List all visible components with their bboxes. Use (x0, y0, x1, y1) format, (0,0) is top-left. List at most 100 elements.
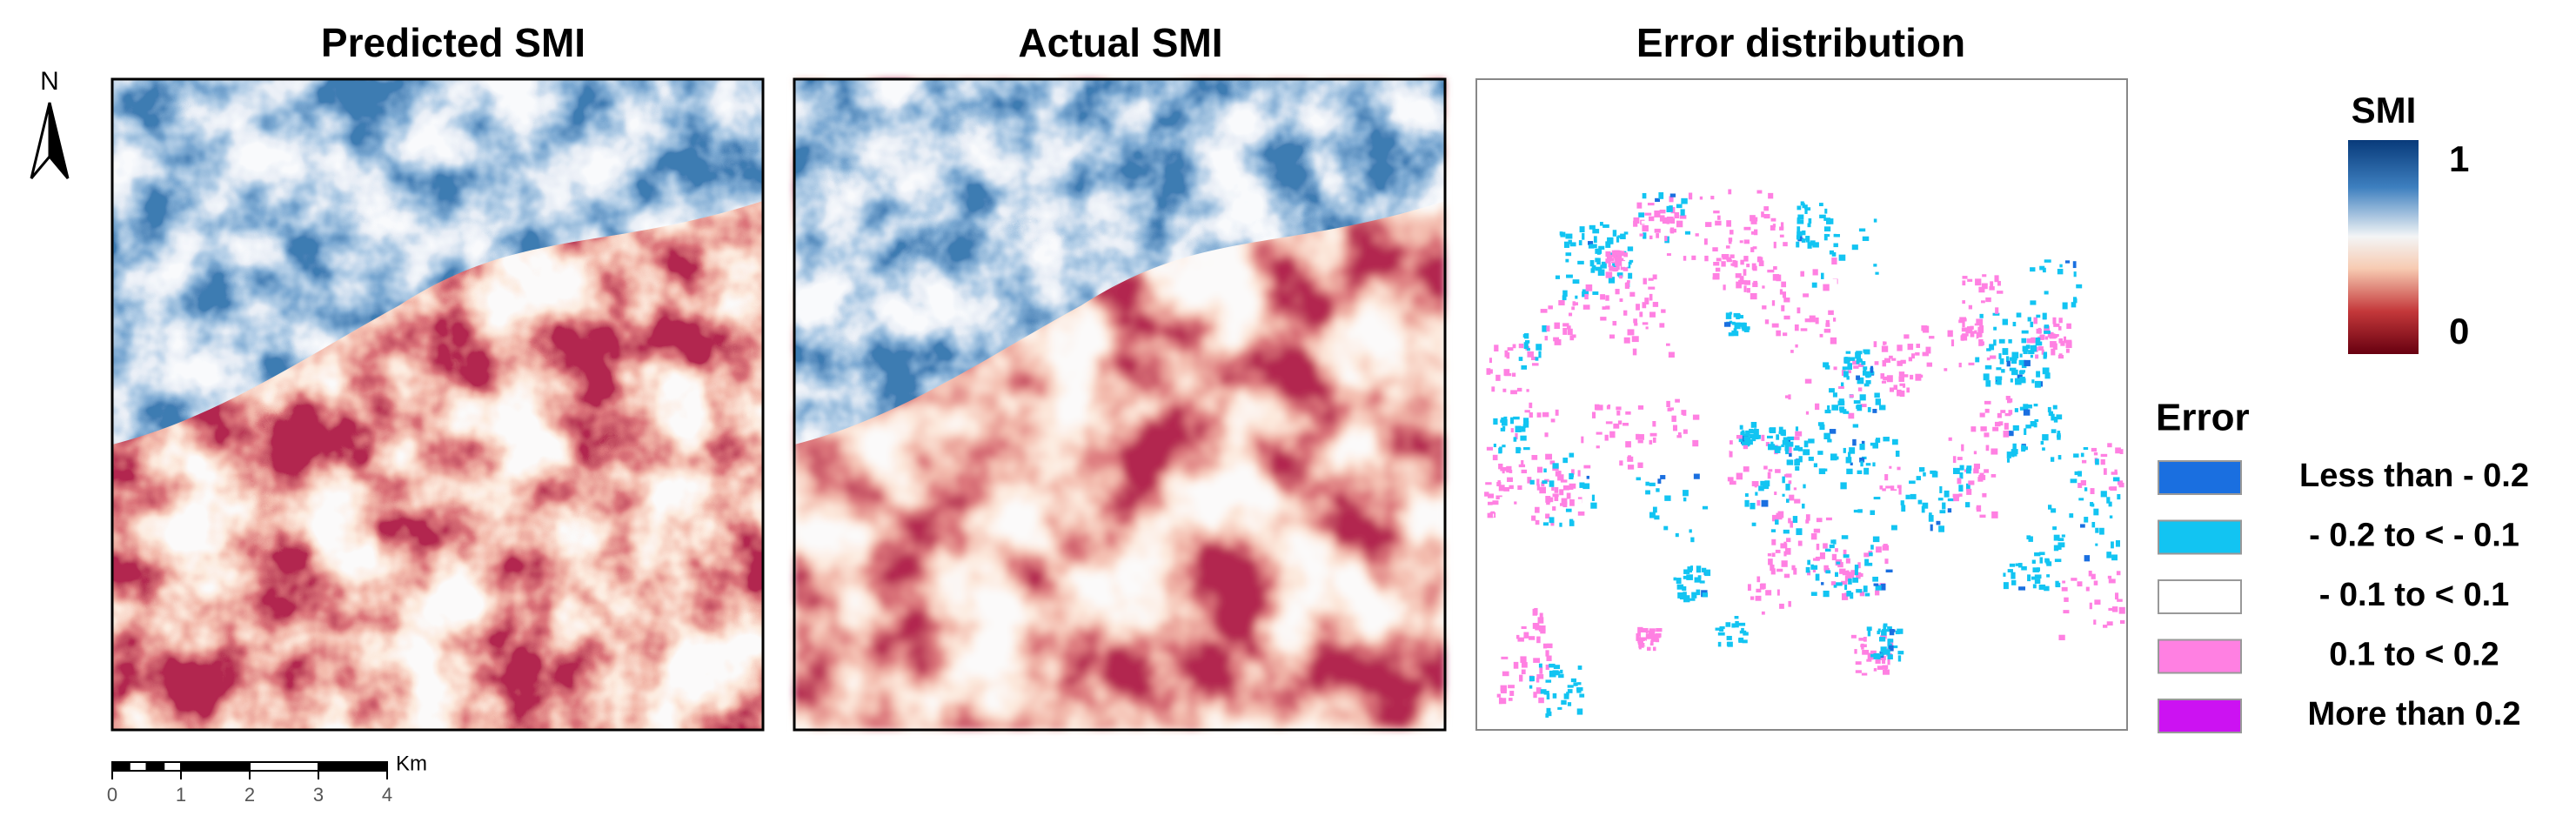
error-pixel (1751, 522, 1756, 526)
error-pixel (1619, 466, 1624, 473)
error-pixel (1592, 291, 1599, 295)
error-pixel (2007, 398, 2013, 404)
error-pixel (1729, 320, 1733, 324)
error-pixel (1634, 323, 1638, 326)
error-pixel (2021, 338, 2027, 344)
error-pixel (1958, 362, 1962, 368)
error-pixel (1953, 495, 1959, 502)
error-pixel (1683, 497, 1687, 502)
error-pixel (2057, 542, 2065, 548)
error-pixel (1601, 261, 1607, 269)
error-pixel (1875, 659, 1881, 664)
error-pixel (1770, 529, 1776, 532)
error-pixel (1562, 458, 1568, 464)
error-pixel (1561, 699, 1567, 706)
error-pixel (1788, 518, 1791, 524)
error-pixel (2106, 552, 2111, 558)
error-pixel (1989, 344, 1995, 351)
error-pixel (1710, 196, 1715, 200)
error-pixel (1545, 496, 1551, 503)
error-pixel (1815, 556, 1820, 561)
error-pixel (1562, 295, 1567, 301)
error-pixel (1772, 274, 1780, 281)
error-pixel (1649, 432, 1657, 437)
error-pixel (1579, 693, 1585, 698)
error-pixel (1626, 261, 1632, 265)
error-pixel (1767, 552, 1771, 557)
error-pixel (1542, 411, 1549, 418)
error-pixel (1656, 233, 1660, 238)
error-pixel (1738, 315, 1744, 319)
error-pixel (1636, 202, 1643, 209)
error-pixel (1713, 211, 1720, 214)
error-pixel (1743, 256, 1749, 262)
error-pixel (1859, 457, 1865, 463)
error-pixel (1976, 506, 1980, 510)
north-arrow: N (30, 67, 70, 179)
error-pixel (1813, 463, 1818, 468)
error-pixel (1870, 650, 1877, 658)
error-pixel (1558, 300, 1565, 306)
error-pixel (1783, 551, 1787, 557)
error-pixel (1693, 473, 1700, 479)
error-pixel (1577, 498, 1582, 504)
error-pixel (1703, 238, 1708, 245)
error-pixel (1623, 267, 1629, 271)
error-pixel (1702, 505, 1709, 510)
error-pixel (2119, 449, 2124, 454)
error-pixel (1872, 576, 1878, 582)
error-pixel (1674, 211, 1680, 219)
error-pixel (1861, 361, 1866, 365)
error-pixel (1821, 272, 1824, 279)
error-pixel (1843, 447, 1846, 453)
error-pixel (1781, 583, 1787, 587)
error-pixel (1783, 437, 1789, 444)
error-pixel (1577, 666, 1582, 670)
scale-segment (163, 761, 182, 772)
error-pixel (2018, 370, 2024, 375)
error-pixel (1749, 428, 1754, 433)
error-pixel (1521, 662, 1528, 668)
error-pixel (2004, 423, 2009, 430)
error-pixel (1605, 241, 1611, 248)
error-pixel (1802, 230, 1806, 236)
error-pixel (1823, 565, 1829, 571)
error-pixel (1605, 421, 1613, 425)
error-pixel (1705, 222, 1712, 227)
error-pixel (1538, 351, 1542, 358)
error-pixel (1788, 480, 1792, 485)
smi-legend-title: SMI (2352, 90, 2417, 130)
error-pixel (1883, 649, 1890, 655)
error-pixel (1652, 437, 1656, 443)
maps (110, 77, 2128, 732)
error-pixel (1959, 465, 1964, 471)
error-pixel (1596, 251, 1601, 255)
error-pixel (1513, 661, 1519, 669)
error-pixel (2011, 449, 2018, 455)
error-pixel (1782, 493, 1785, 497)
error-pixel (1847, 363, 1853, 371)
error-pixel (1956, 502, 1961, 508)
error-pixel (1553, 671, 1561, 674)
error-pixel (1512, 372, 1516, 378)
error-pixel (1604, 434, 1609, 441)
error-pixel (1901, 505, 1906, 512)
error-pixel (1545, 679, 1552, 683)
error-pixel (1839, 406, 1845, 411)
error-pixel (1615, 289, 1620, 295)
error-pixel (1825, 319, 1830, 324)
error-pixel (1655, 633, 1658, 641)
error-pixel (1843, 371, 1849, 378)
error-pixel (1566, 692, 1569, 696)
error-pixel (2091, 521, 2096, 528)
error-pixel (1855, 661, 1862, 666)
error-pixel (1789, 452, 1792, 458)
error-pixel (1846, 376, 1850, 380)
error-pixel (1485, 482, 1492, 485)
error-pixel (2117, 599, 2123, 602)
error-pixel (1589, 259, 1595, 267)
error-pixel (2107, 443, 2112, 448)
error-pixel (1609, 452, 1613, 457)
error-pixel (1836, 582, 1843, 586)
error-pixel (2017, 563, 2023, 568)
